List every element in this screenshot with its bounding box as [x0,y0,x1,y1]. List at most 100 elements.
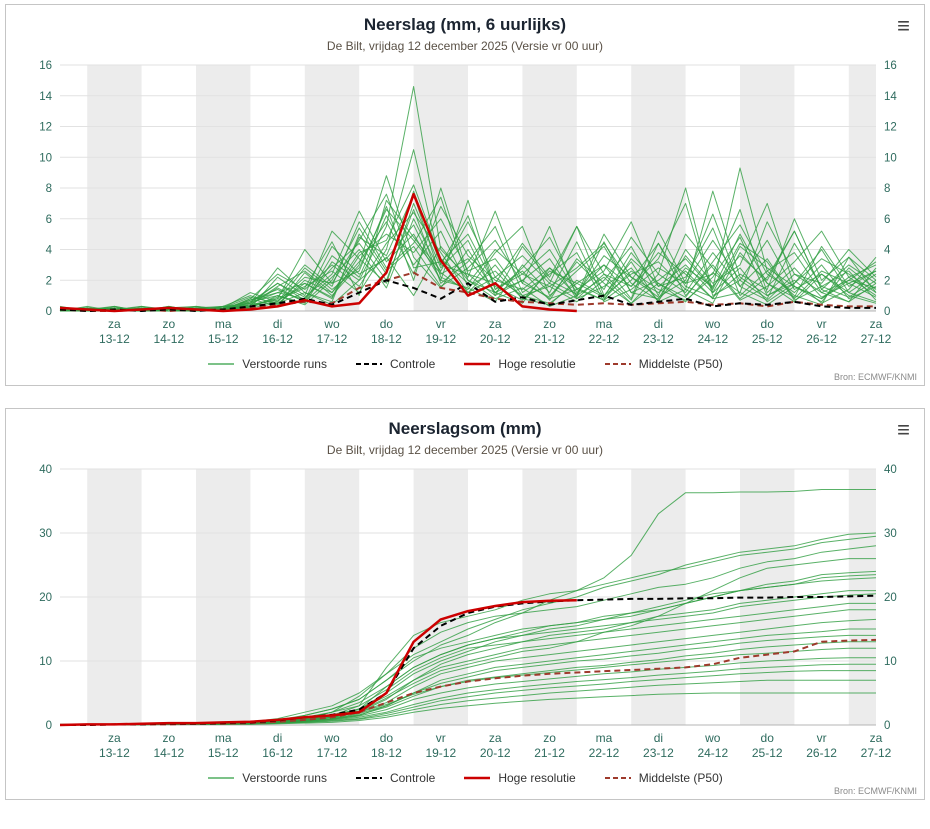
legend-swatch-icon [464,776,491,780]
svg-text:do: do [761,317,775,331]
svg-text:10: 10 [884,152,897,164]
legend-label: Hoge resolutie [498,357,576,371]
svg-text:25-12: 25-12 [752,746,783,760]
svg-text:0: 0 [884,720,890,732]
svg-text:za: za [870,731,883,745]
svg-text:do: do [761,731,775,745]
svg-text:16: 16 [884,60,897,72]
svg-text:23-12: 23-12 [643,332,674,346]
legend-item[interactable]: Hoge resolutie [463,771,576,785]
svg-text:26-12: 26-12 [806,746,837,760]
svg-text:4: 4 [46,245,53,257]
source-note: Bron: ECMWF/KNMI [833,372,917,382]
svg-text:21-12: 21-12 [534,332,565,346]
chart-subtitle: De Bilt, vrijdag 12 december 2025 (Versi… [326,443,604,457]
legend-swatch-icon [464,362,491,366]
svg-text:17-12: 17-12 [317,746,348,760]
svg-text:14: 14 [884,91,897,103]
chart-menu-icon[interactable]: ≡ [893,13,914,39]
svg-text:wo: wo [323,731,340,745]
svg-text:20: 20 [884,592,897,604]
legend-label: Controle [389,771,436,785]
page: { "icons": { "menu": "≡" }, "chart_data"… [0,4,930,829]
legend-item[interactable]: Controle [355,771,435,785]
svg-text:di: di [654,731,663,745]
svg-text:25-12: 25-12 [752,332,783,346]
legend-item[interactable]: Controle [355,357,435,371]
svg-text:14-12: 14-12 [153,332,184,346]
chart-title: Neerslag (mm, 6 uurlijks) [363,15,567,34]
legend-label: Controle [389,357,436,371]
svg-text:zo: zo [543,731,556,745]
legend-label: Middelste (P50) [638,771,723,785]
svg-text:20: 20 [39,592,52,604]
chart-panel-neerslag-6h: ≡ Neerslag (mm, 6 uurlijks) De Bilt, vri… [5,4,925,386]
svg-text:22-12: 22-12 [589,332,620,346]
svg-text:6: 6 [884,214,890,226]
chart-menu-icon[interactable]: ≡ [893,417,914,443]
legend-swatch-icon [355,777,382,779]
legend-label: Verstoorde runs [242,357,327,371]
legend-label: Hoge resolutie [498,771,576,785]
chart-panel-neerslagsom: ≡ Neerslagsom (mm) De Bilt, vrijdag 12 d… [5,408,925,800]
svg-text:di: di [654,317,663,331]
svg-text:24-12: 24-12 [697,332,728,346]
svg-text:6: 6 [46,214,52,226]
svg-text:za: za [489,317,502,331]
svg-text:17-12: 17-12 [317,332,348,346]
svg-text:2: 2 [884,275,890,287]
svg-text:do: do [380,731,394,745]
svg-text:0: 0 [46,720,52,732]
svg-text:8: 8 [46,183,52,195]
svg-text:vr: vr [436,731,446,745]
legend-item[interactable]: Verstoorde runs [207,771,327,785]
svg-text:zo: zo [162,317,175,331]
svg-text:27-12: 27-12 [861,746,892,760]
legend-item[interactable]: Middelste (P50) [604,357,723,371]
svg-text:0: 0 [46,306,52,318]
svg-text:10: 10 [39,152,52,164]
svg-text:13-12: 13-12 [99,332,130,346]
svg-text:za: za [870,317,883,331]
svg-text:19-12: 19-12 [425,332,456,346]
svg-text:18-12: 18-12 [371,746,402,760]
svg-text:22-12: 22-12 [589,746,620,760]
svg-text:zo: zo [543,317,556,331]
svg-text:14: 14 [39,91,52,103]
svg-text:10: 10 [884,656,897,668]
legend-label: Verstoorde runs [242,771,327,785]
legend-item[interactable]: Verstoorde runs [207,357,327,371]
svg-text:15-12: 15-12 [208,746,239,760]
legend-swatch-icon [208,777,235,779]
svg-text:za: za [108,317,121,331]
svg-text:zo: zo [162,731,175,745]
svg-text:wo: wo [704,317,721,331]
svg-text:za: za [108,731,121,745]
legend-item[interactable]: Hoge resolutie [463,357,576,371]
svg-text:di: di [273,317,282,331]
svg-text:24-12: 24-12 [697,746,728,760]
legend-swatch-icon [208,363,235,365]
svg-text:vr: vr [817,731,827,745]
chart-title: Neerslagsom (mm) [388,419,542,438]
svg-text:ma: ma [596,317,613,331]
svg-text:12: 12 [884,122,897,134]
svg-text:4: 4 [884,245,891,257]
svg-text:16-12: 16-12 [262,746,293,760]
legend: Verstoorde runs Controle Hoge resolutie Mid… [6,771,924,785]
legend-item[interactable]: Middelste (P50) [604,771,723,785]
svg-text:19-12: 19-12 [425,746,456,760]
legend-swatch-icon [355,363,382,365]
svg-text:za: za [489,731,502,745]
svg-text:20-12: 20-12 [480,746,511,760]
svg-text:21-12: 21-12 [534,746,565,760]
svg-text:8: 8 [884,183,890,195]
legend-swatch-icon [604,777,631,779]
svg-text:26-12: 26-12 [806,332,837,346]
svg-text:40: 40 [39,464,52,476]
svg-text:ma: ma [596,731,613,745]
svg-text:2: 2 [46,275,52,287]
svg-text:16: 16 [39,60,52,72]
